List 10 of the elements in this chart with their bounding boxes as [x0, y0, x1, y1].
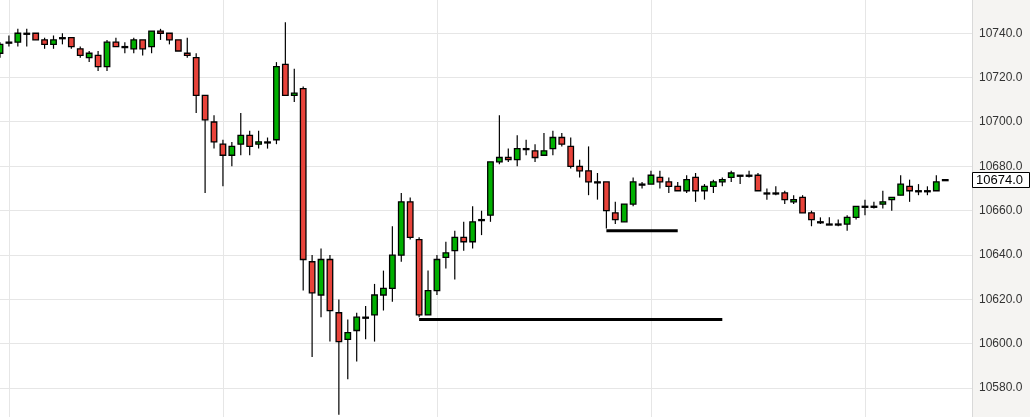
y-tick-label: 10680.0 — [979, 158, 1023, 173]
y-tick-label: 10600.0 — [979, 336, 1023, 351]
y-tick-label: 10580.0 — [979, 380, 1023, 395]
y-tick-label: 10720.0 — [979, 69, 1023, 84]
y-tick-label: 10620.0 — [979, 291, 1023, 306]
text: 10674.0 — [976, 171, 1023, 187]
y-tick-label: 10660.0 — [979, 203, 1023, 218]
y-tick-label: 10700.0 — [979, 114, 1023, 129]
y-tick-label: 10740.0 — [979, 25, 1023, 40]
y-tick-label: 10640.0 — [979, 247, 1023, 262]
